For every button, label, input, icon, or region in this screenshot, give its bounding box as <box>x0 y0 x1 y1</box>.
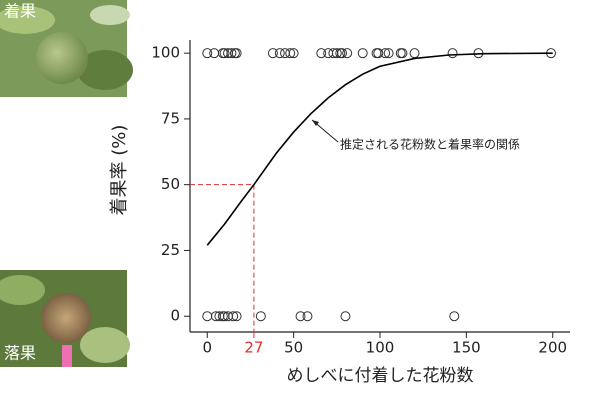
photo-label: 着果 <box>4 2 36 21</box>
y-tick-label: 100 <box>151 44 180 62</box>
data-point <box>373 48 384 59</box>
data-point <box>226 48 237 59</box>
y-axis-label: 着果率 (%) <box>109 125 130 216</box>
x-tick-label: 0 <box>202 339 212 357</box>
data-point <box>449 311 460 322</box>
data-point <box>202 48 213 59</box>
y-tick-label: 0 <box>170 307 180 325</box>
data-point <box>255 311 266 322</box>
data-point <box>295 311 306 322</box>
data-point <box>340 311 351 322</box>
data-point <box>231 311 242 322</box>
data-point <box>267 48 278 59</box>
data-point <box>231 48 242 59</box>
data-point <box>202 311 213 322</box>
data-point <box>285 48 296 59</box>
annotation: 推定される花粉数と着果率の関係 <box>340 137 520 152</box>
data-point <box>342 48 353 59</box>
data-point <box>380 48 391 59</box>
x-tick-label: 50 <box>284 339 303 357</box>
x-tick-label: 150 <box>452 339 481 357</box>
data-point <box>274 48 285 59</box>
data-point <box>409 48 420 59</box>
data-point <box>331 48 342 59</box>
y-tick-label: 25 <box>161 241 180 259</box>
arrow-head <box>312 120 319 126</box>
photo-bottom <box>0 270 130 367</box>
data-point <box>447 48 458 59</box>
data-point <box>288 48 299 59</box>
x-tick-label: 100 <box>366 339 395 357</box>
data-point <box>383 48 394 59</box>
photo-top <box>0 0 133 97</box>
data-point <box>228 311 239 322</box>
data-point <box>397 48 408 59</box>
x-tick-label: 200 <box>538 339 567 357</box>
y-tick-label: 75 <box>161 109 180 127</box>
x-axis-label: めしべに付着した花粉数 <box>287 366 474 386</box>
data-point <box>209 48 220 59</box>
data-point <box>357 48 368 59</box>
data-point <box>302 311 313 322</box>
data-point <box>280 48 290 59</box>
data-point <box>316 48 327 59</box>
y-tick-label: 50 <box>161 175 180 193</box>
reference-label: 27 <box>244 339 263 357</box>
data-point <box>323 48 334 59</box>
photo-label: 落果 <box>4 344 36 363</box>
fit-curve <box>206 52 553 246</box>
data-point <box>219 48 230 59</box>
data-point <box>337 48 347 59</box>
